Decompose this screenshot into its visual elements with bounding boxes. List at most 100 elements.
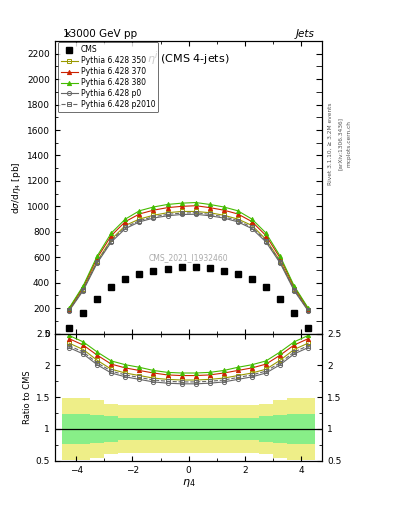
Pythia 6.428 p2010 — [208, 211, 212, 218]
Pythia 6.428 p0 — [67, 308, 72, 314]
Pythia 6.428 350 — [95, 258, 99, 264]
Pythia 6.428 p2010 — [306, 307, 310, 313]
CMS — [235, 271, 240, 277]
Pythia 6.428 p2010 — [250, 224, 254, 230]
Pythia 6.428 370 — [250, 219, 254, 225]
Pythia 6.428 p2010 — [81, 287, 86, 293]
Pythia 6.428 350 — [208, 209, 212, 216]
Pythia 6.428 p0 — [235, 219, 240, 225]
Pythia 6.428 p0 — [95, 260, 99, 266]
Text: Jets: Jets — [296, 30, 314, 39]
Text: [arXiv:1306.3436]: [arXiv:1306.3436] — [338, 117, 343, 170]
CMS — [179, 264, 184, 270]
Pythia 6.428 370 — [151, 207, 156, 213]
Pythia 6.428 380 — [292, 283, 296, 289]
Pythia 6.428 p2010 — [264, 238, 268, 244]
Pythia 6.428 350 — [278, 258, 283, 264]
Pythia 6.428 380 — [208, 201, 212, 207]
Pythia 6.428 350 — [250, 222, 254, 228]
Pythia 6.428 380 — [123, 216, 128, 222]
Pythia 6.428 350 — [165, 209, 170, 216]
Pythia 6.428 370 — [179, 203, 184, 209]
Pythia 6.428 350 — [123, 222, 128, 228]
Pythia 6.428 p2010 — [278, 259, 283, 265]
Y-axis label: d$\sigma$/d$\eta_4$ [pb]: d$\sigma$/d$\eta_4$ [pb] — [10, 161, 23, 214]
Pythia 6.428 350 — [109, 237, 114, 243]
Line: Pythia 6.428 380: Pythia 6.428 380 — [67, 201, 310, 310]
CMS — [95, 296, 99, 302]
Pythia 6.428 380 — [95, 253, 99, 259]
Pythia 6.428 p2010 — [137, 218, 142, 224]
Pythia 6.428 p0 — [250, 226, 254, 232]
Y-axis label: Ratio to CMS: Ratio to CMS — [23, 370, 31, 424]
Pythia 6.428 350 — [67, 307, 72, 313]
Pythia 6.428 p0 — [81, 288, 86, 294]
Pythia 6.428 370 — [109, 232, 114, 239]
CMS — [137, 271, 142, 277]
Pythia 6.428 p0 — [193, 211, 198, 217]
Pythia 6.428 380 — [67, 305, 72, 311]
Pythia 6.428 380 — [137, 208, 142, 214]
Pythia 6.428 p2010 — [109, 238, 114, 244]
Pythia 6.428 380 — [193, 200, 198, 206]
Line: Pythia 6.428 p0: Pythia 6.428 p0 — [67, 212, 310, 313]
Pythia 6.428 370 — [137, 211, 142, 217]
Pythia 6.428 370 — [67, 306, 72, 312]
Pythia 6.428 p2010 — [151, 214, 156, 220]
CMS — [208, 265, 212, 271]
Line: Pythia 6.428 p2010: Pythia 6.428 p2010 — [67, 210, 310, 312]
Line: Pythia 6.428 350: Pythia 6.428 350 — [67, 209, 310, 312]
Pythia 6.428 p0 — [221, 215, 226, 221]
Pythia 6.428 p0 — [179, 211, 184, 218]
Pythia 6.428 p2010 — [95, 259, 99, 265]
Pythia 6.428 p2010 — [67, 307, 72, 313]
CMS — [165, 266, 170, 272]
Pythia 6.428 380 — [306, 305, 310, 311]
CMS — [221, 268, 226, 274]
Pythia 6.428 350 — [264, 237, 268, 243]
Pythia 6.428 370 — [292, 284, 296, 290]
Text: 13000 GeV pp: 13000 GeV pp — [63, 30, 137, 39]
Line: Pythia 6.428 370: Pythia 6.428 370 — [67, 204, 310, 311]
Text: CMS_2021_I1932460: CMS_2021_I1932460 — [149, 253, 228, 262]
Pythia 6.428 380 — [81, 283, 86, 289]
CMS — [250, 276, 254, 282]
CMS — [109, 284, 114, 290]
Pythia 6.428 370 — [221, 207, 226, 213]
Pythia 6.428 350 — [137, 216, 142, 222]
CMS — [292, 310, 296, 316]
Pythia 6.428 380 — [221, 204, 226, 210]
CMS — [306, 326, 310, 332]
Pythia 6.428 370 — [165, 205, 170, 211]
Pythia 6.428 p0 — [109, 239, 114, 245]
Pythia 6.428 350 — [221, 212, 226, 218]
Pythia 6.428 p0 — [306, 308, 310, 314]
Pythia 6.428 p0 — [208, 212, 212, 219]
Pythia 6.428 370 — [235, 211, 240, 217]
Pythia 6.428 380 — [165, 201, 170, 207]
CMS — [67, 326, 72, 332]
Pythia 6.428 380 — [278, 253, 283, 259]
Pythia 6.428 350 — [306, 307, 310, 313]
Pythia 6.428 p0 — [264, 239, 268, 245]
Pythia 6.428 370 — [306, 306, 310, 312]
Pythia 6.428 p2010 — [235, 218, 240, 224]
Legend: CMS, Pythia 6.428 350, Pythia 6.428 370, Pythia 6.428 380, Pythia 6.428 p0, Pyth: CMS, Pythia 6.428 350, Pythia 6.428 370,… — [58, 42, 158, 112]
Pythia 6.428 p0 — [151, 215, 156, 221]
Pythia 6.428 380 — [109, 230, 114, 236]
Pythia 6.428 p2010 — [123, 224, 128, 230]
CMS — [264, 284, 268, 290]
Pythia 6.428 380 — [151, 204, 156, 210]
CMS — [278, 296, 283, 302]
Pythia 6.428 p2010 — [292, 287, 296, 293]
Pythia 6.428 370 — [278, 255, 283, 261]
Pythia 6.428 p2010 — [193, 209, 198, 216]
CMS — [193, 264, 198, 270]
X-axis label: $\eta_4$: $\eta_4$ — [182, 477, 195, 489]
Pythia 6.428 350 — [81, 286, 86, 292]
Pythia 6.428 p2010 — [179, 210, 184, 216]
Pythia 6.428 p0 — [123, 226, 128, 232]
Pythia 6.428 380 — [264, 230, 268, 236]
Text: Rivet 3.1.10, ≥ 3.2M events: Rivet 3.1.10, ≥ 3.2M events — [328, 102, 333, 185]
Pythia 6.428 350 — [235, 216, 240, 222]
